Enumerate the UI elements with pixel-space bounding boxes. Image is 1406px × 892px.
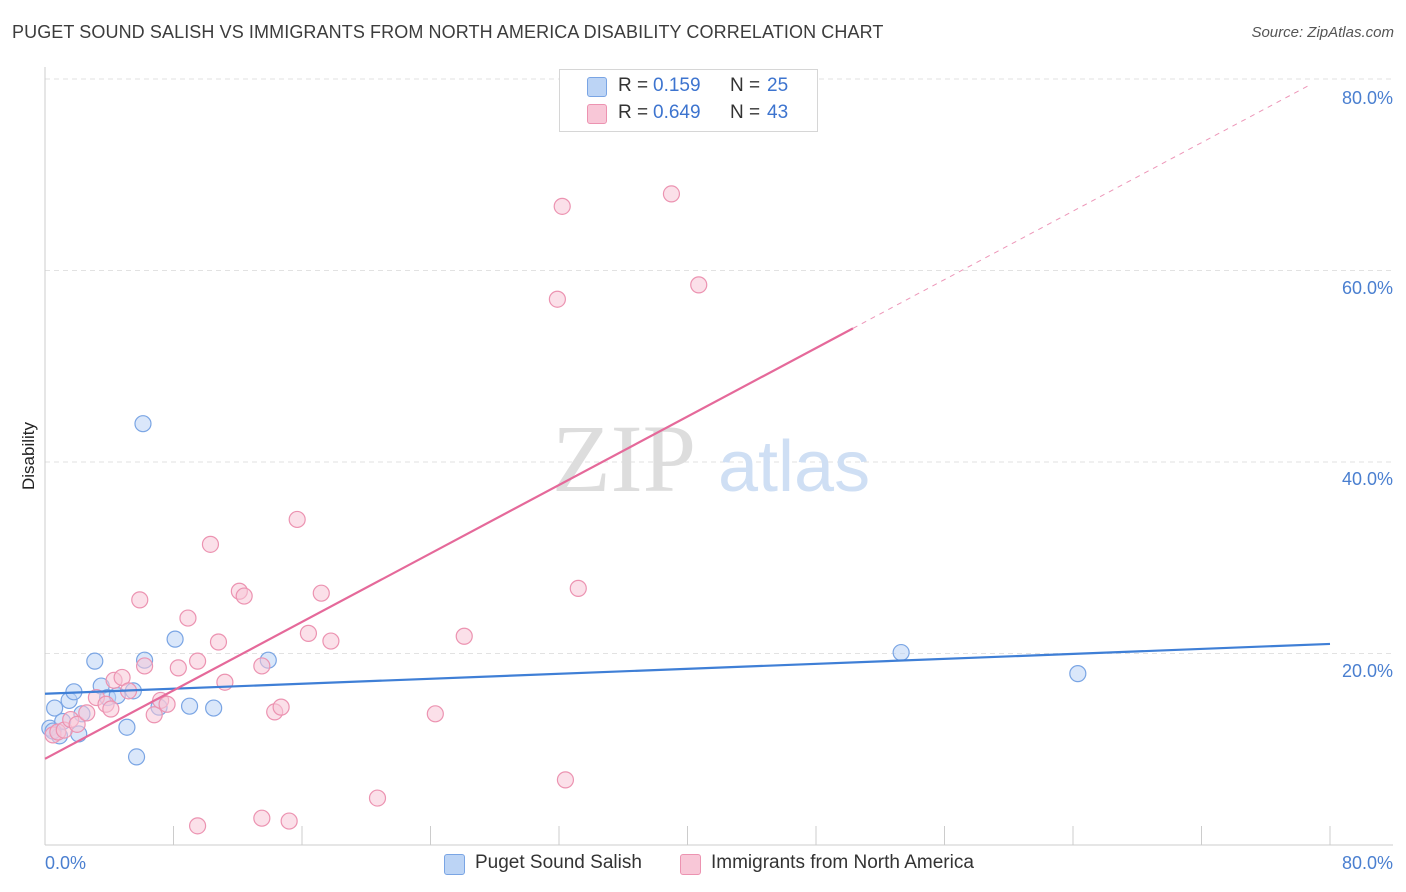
immigrant-point xyxy=(426,705,444,723)
salish-point xyxy=(127,748,146,766)
immigrant-point xyxy=(68,715,86,733)
immigrant-point xyxy=(455,627,473,645)
salish-point xyxy=(1069,665,1087,683)
y-tick-label: 20.0% xyxy=(1342,661,1393,681)
immigrant-point xyxy=(135,657,154,675)
series-swatch-immigrants xyxy=(680,854,701,875)
salish-point xyxy=(46,699,64,717)
immigrant-point xyxy=(556,771,575,789)
immigrant-point xyxy=(548,290,566,308)
immigrant-point xyxy=(145,706,163,724)
immigrant-point xyxy=(169,659,187,677)
legend-n-label: N = xyxy=(730,75,761,96)
immigrant-point xyxy=(299,624,318,642)
immigrant-point xyxy=(690,276,708,294)
immigrant-point xyxy=(569,579,587,597)
immigrant-point xyxy=(553,197,571,215)
y-axis-label: Disability xyxy=(19,421,38,490)
series-swatch-salish xyxy=(444,854,465,875)
legend-r-value: 0.159 xyxy=(653,75,701,96)
legend-n-value: 43 xyxy=(767,102,789,123)
immigrant-point xyxy=(158,695,176,713)
axes xyxy=(44,67,1393,846)
immigrant-point xyxy=(288,510,306,529)
x-tick-label: 0.0% xyxy=(45,853,86,873)
immigrant-point xyxy=(662,185,681,203)
legend-r-label: R = xyxy=(618,102,649,123)
source-credit: Source: ZipAtlas.com xyxy=(1251,24,1394,41)
immigrant-point xyxy=(253,809,271,827)
series-label-immigrants: Immigrants from North America xyxy=(711,852,974,873)
immigrant-point xyxy=(322,632,340,650)
legend-r-label: R = xyxy=(618,75,649,96)
x-tick-label: 80.0% xyxy=(1342,853,1393,873)
salish-point xyxy=(118,718,136,736)
salish-point xyxy=(86,652,104,670)
legend-r-value: 0.649 xyxy=(653,102,701,123)
y-tick-label: 40.0% xyxy=(1342,469,1393,489)
watermark-zip: ZIP xyxy=(552,405,696,512)
y-tick-label: 80.0% xyxy=(1342,88,1393,108)
immigrant-point xyxy=(235,587,253,605)
immigrant-point xyxy=(368,789,387,807)
immigrant-point xyxy=(253,657,271,675)
salish-point xyxy=(166,630,184,648)
salish-point xyxy=(134,415,152,433)
legend-swatch-immigrants xyxy=(587,104,607,124)
watermark-atlas: atlas xyxy=(718,427,870,507)
immigrant-point xyxy=(280,812,298,830)
immigrant-point xyxy=(209,633,228,651)
immigrant-point xyxy=(201,535,220,553)
immigrant-point xyxy=(312,584,330,602)
chart-title: PUGET SOUND SALISH VS IMMIGRANTS FROM NO… xyxy=(12,22,884,42)
immigrant-point xyxy=(78,704,96,722)
trend-lines xyxy=(44,84,1331,760)
immigrant-point xyxy=(188,652,207,670)
immigrant-trend-line-extension xyxy=(852,84,1311,329)
series-label-salish: Puget Sound Salish xyxy=(475,852,642,873)
watermark: ZIP atlas xyxy=(552,405,870,512)
data-points xyxy=(41,185,1087,835)
tick-labels: 20.0% 40.0% 60.0% 80.0% 0.0% 80.0% xyxy=(45,88,1393,873)
immigrant-point xyxy=(131,591,149,609)
salish-point xyxy=(892,643,910,662)
immigrant-point xyxy=(272,698,290,716)
salish-point xyxy=(180,697,199,715)
legend-n-label: N = xyxy=(730,102,761,123)
immigrant-point xyxy=(102,700,120,718)
y-tick-label: 60.0% xyxy=(1342,278,1393,298)
immigrant-trend-line xyxy=(44,327,854,760)
salish-point xyxy=(205,699,223,717)
legend-n-value: 25 xyxy=(767,75,789,96)
immigrant-point xyxy=(188,817,207,835)
gridlines xyxy=(45,78,1393,654)
legend-swatch-salish xyxy=(587,77,607,97)
salish-trend-line xyxy=(44,642,1331,695)
correlation-legend: R = 0.159 N = 25 R = 0.649 N = 43 xyxy=(559,69,818,132)
immigrant-point xyxy=(179,609,197,627)
